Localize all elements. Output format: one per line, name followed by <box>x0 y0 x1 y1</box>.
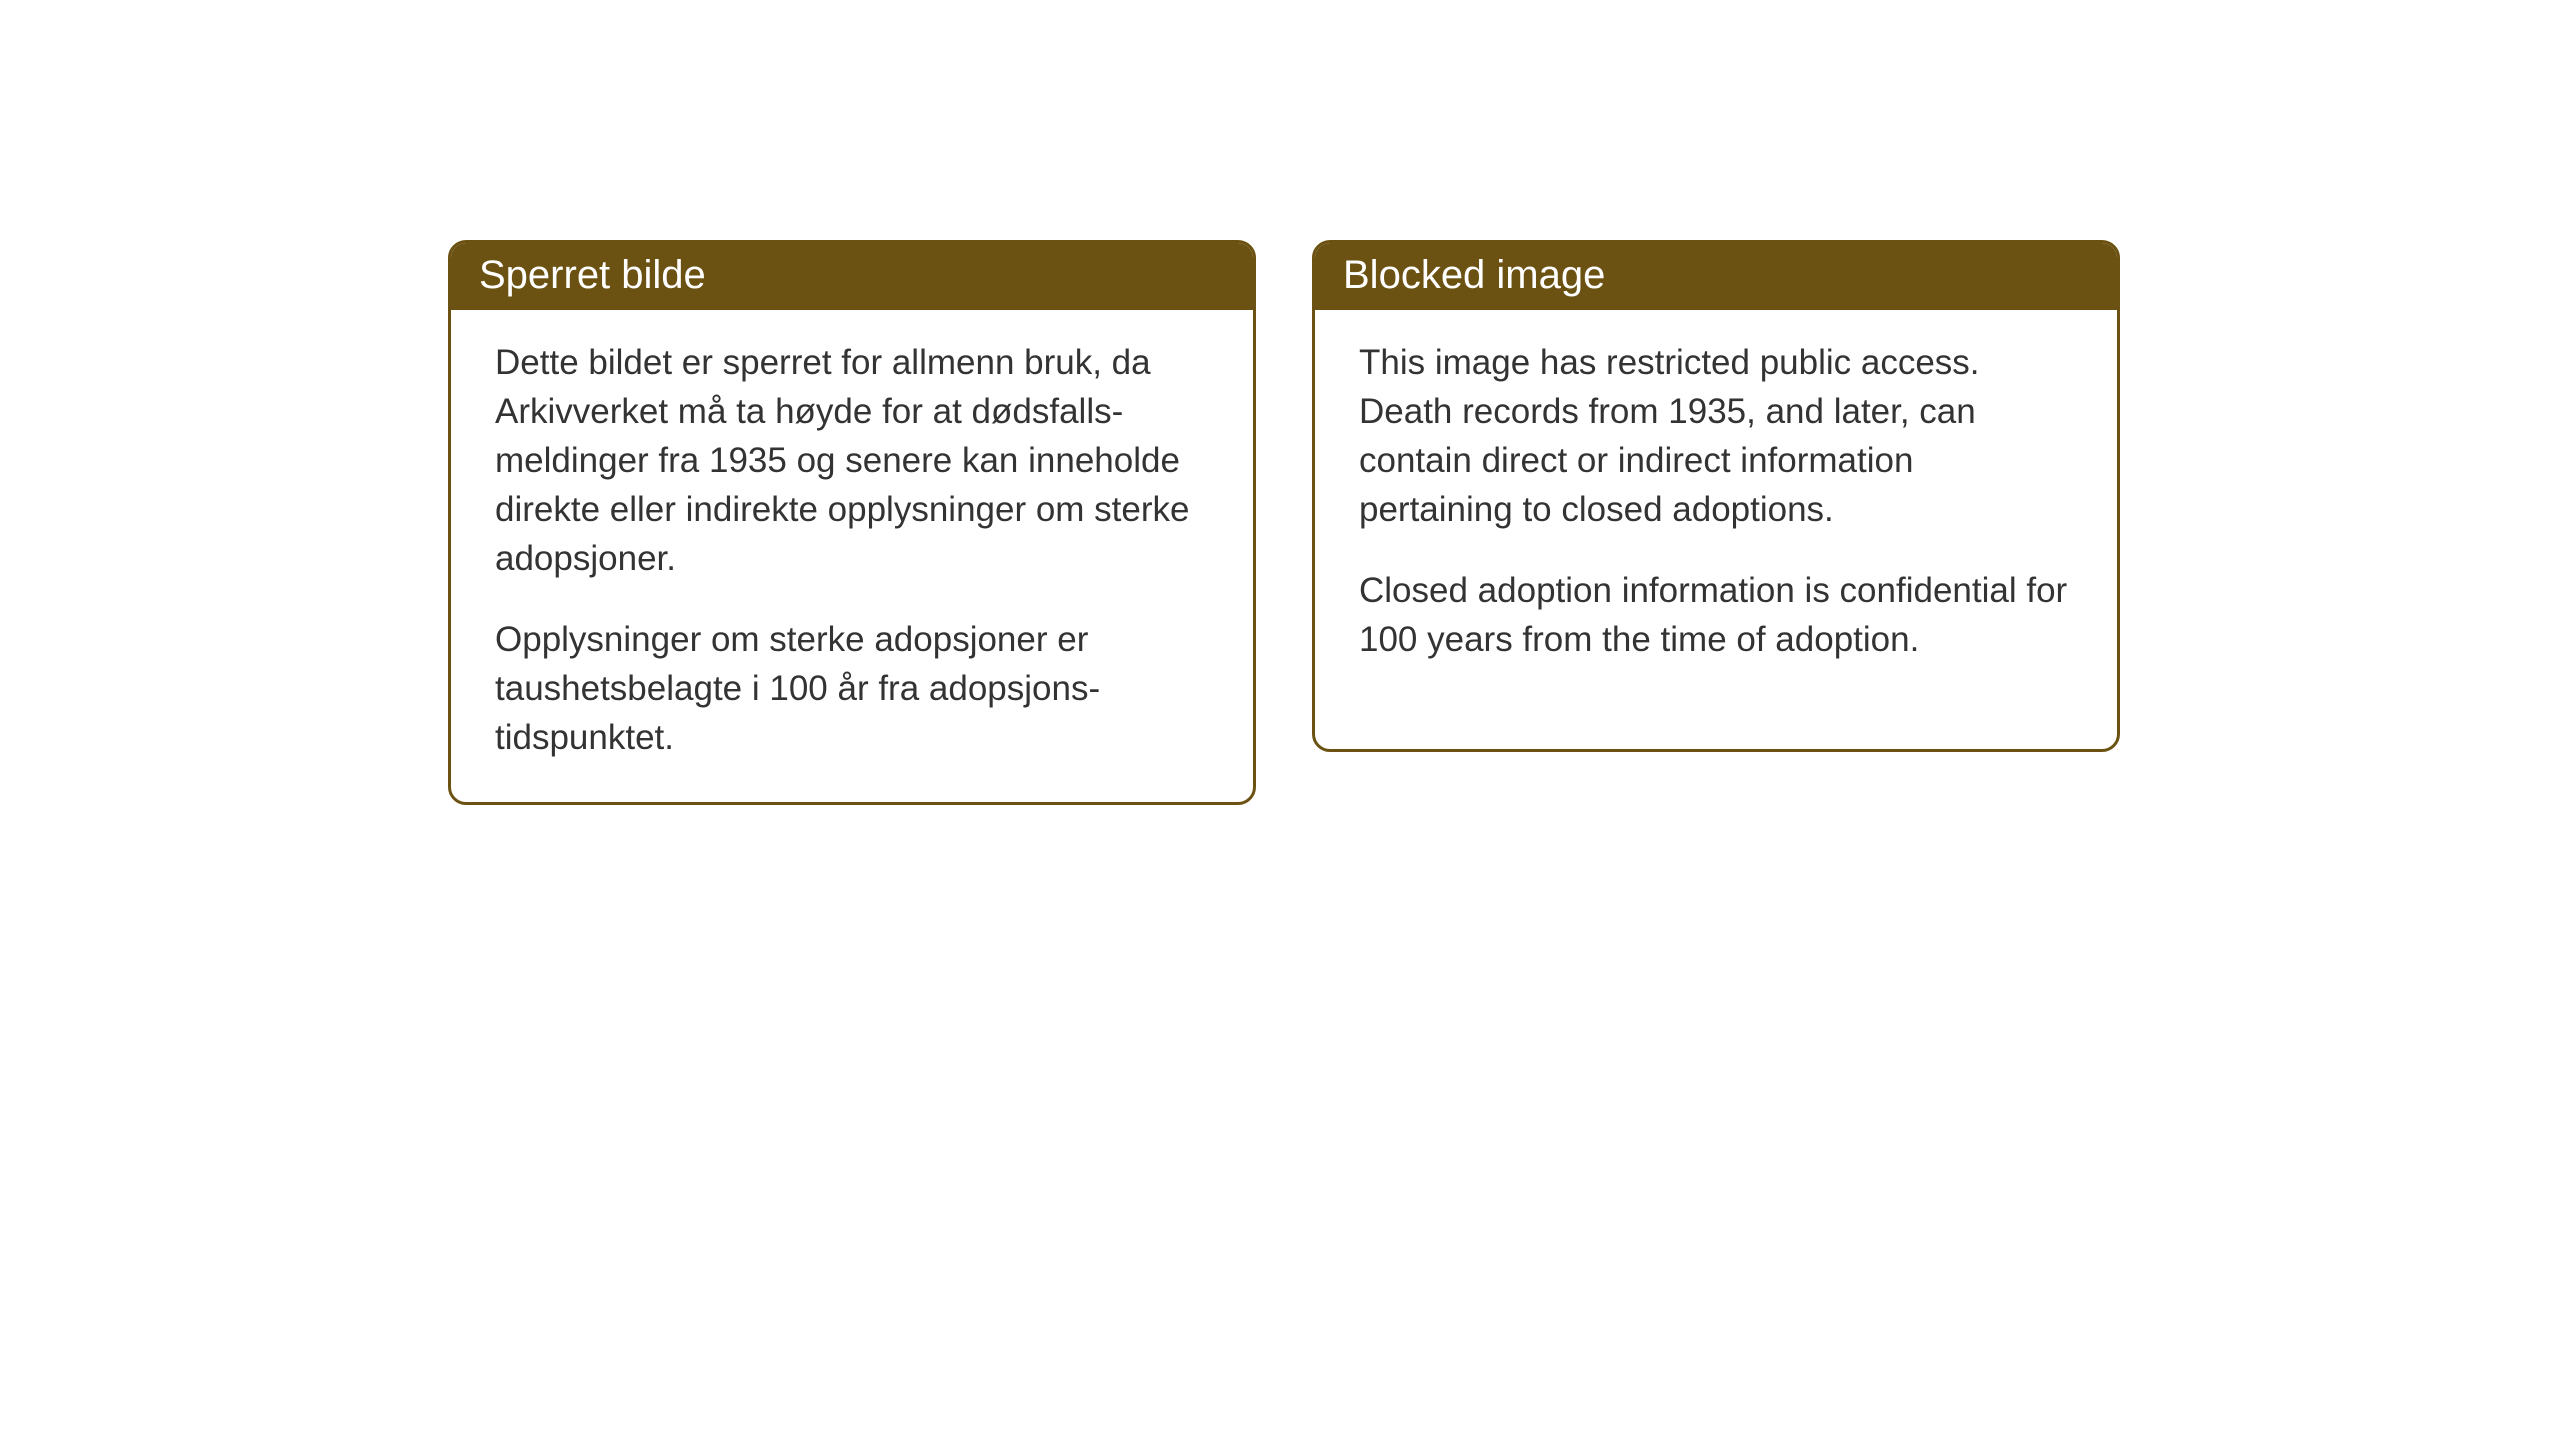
info-boxes-container: Sperret bilde Dette bildet er sperret fo… <box>448 240 2120 805</box>
paragraph-1-norwegian: Dette bildet er sperret for allmenn bruk… <box>495 338 1209 583</box>
box-body-english: This image has restricted public access.… <box>1315 310 2117 704</box>
box-header-norwegian: Sperret bilde <box>451 243 1253 310</box>
blocked-image-box-english: Blocked image This image has restricted … <box>1312 240 2120 752</box>
box-header-english: Blocked image <box>1315 243 2117 310</box>
paragraph-2-english: Closed adoption information is confident… <box>1359 566 2073 664</box>
paragraph-1-english: This image has restricted public access.… <box>1359 338 2073 534</box>
paragraph-2-norwegian: Opplysninger om sterke adopsjoner er tau… <box>495 615 1209 762</box>
blocked-image-box-norwegian: Sperret bilde Dette bildet er sperret fo… <box>448 240 1256 805</box>
box-body-norwegian: Dette bildet er sperret for allmenn bruk… <box>451 310 1253 802</box>
